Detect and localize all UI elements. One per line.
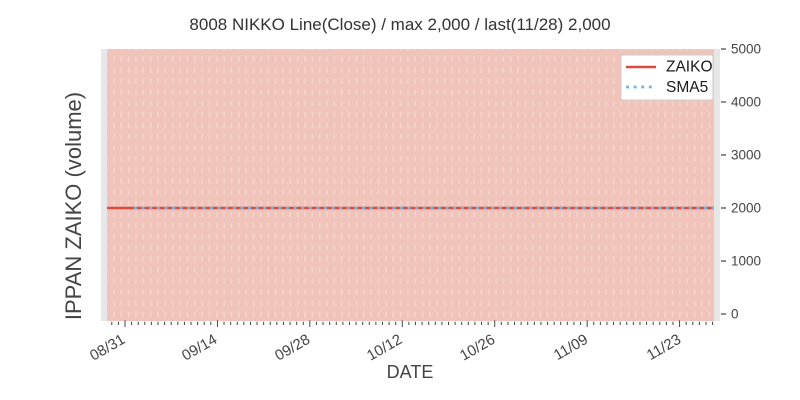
svg-text:1000: 1000 — [731, 254, 761, 269]
svg-text:ZAIKO: ZAIKO — [666, 59, 713, 76]
svg-text:3000: 3000 — [731, 148, 761, 163]
svg-text:0: 0 — [731, 307, 739, 322]
svg-text:SMA5: SMA5 — [666, 79, 708, 96]
svg-text:2000: 2000 — [731, 201, 761, 216]
svg-text:5000: 5000 — [731, 42, 761, 57]
svg-text:4000: 4000 — [731, 95, 761, 110]
